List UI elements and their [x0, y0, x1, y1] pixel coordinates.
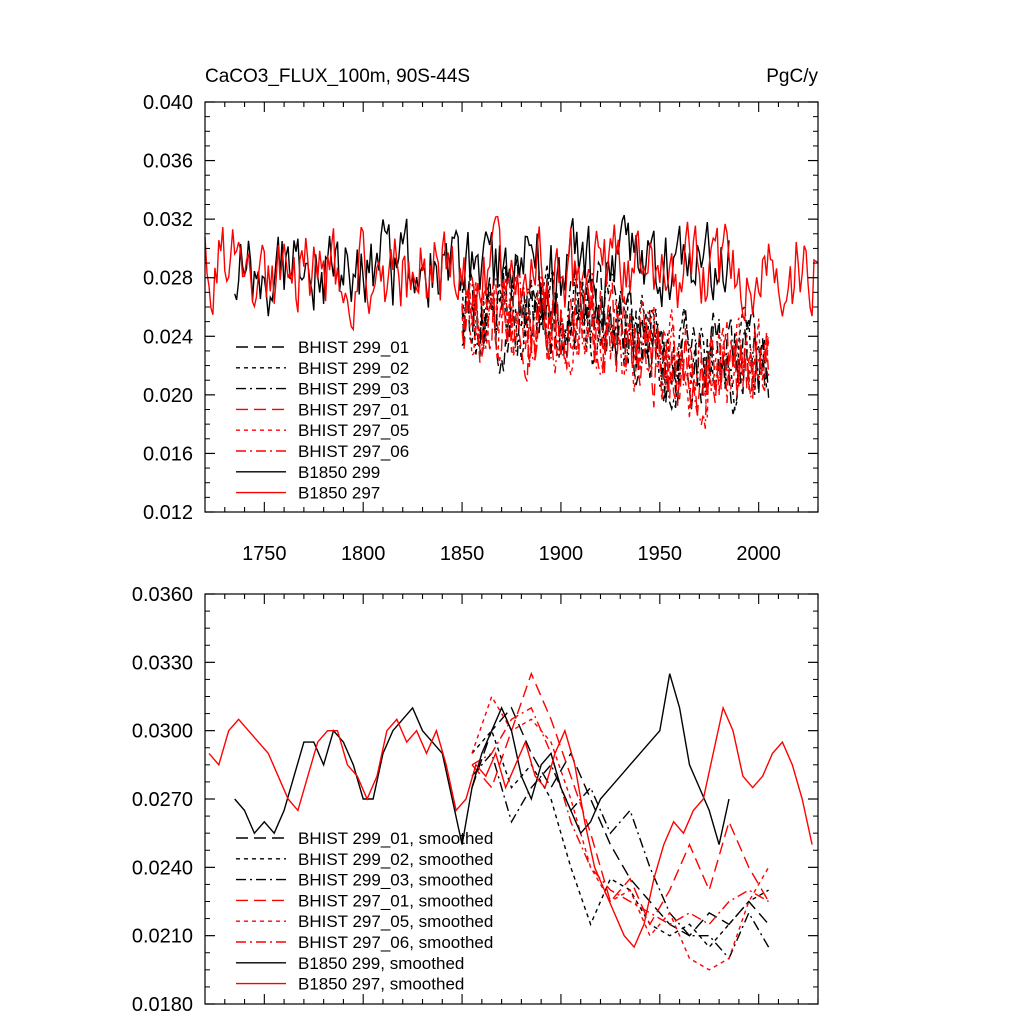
top-y-tick-label-4: 0.028 [143, 268, 193, 290]
top-axes: 0.012 0.016 0.020 0.024 0.028 0.032 0.036 0.040… [143, 92, 819, 565]
top-y-tick-label-1: 0.016 [143, 443, 193, 465]
bottom-series-group [208, 671, 813, 971]
top-x-tick-label-1900: 1900 [539, 543, 584, 565]
bottom-series-line-3 [471, 671, 770, 926]
bottom-legend: BHIST 299_01, smoothed BHIST 299_02, smoo… [236, 829, 493, 994]
bottom-y-tick-label-3: 0.0270 [132, 789, 193, 811]
top-y-tick-label-0: 0.012 [143, 502, 193, 524]
bottom-legend-label-0: BHIST 299_01, smoothed [298, 829, 493, 848]
top-x-tick-label-1800: 1800 [341, 543, 386, 565]
top-series-line-3 [461, 266, 770, 416]
top-y-tick-label-2: 0.020 [143, 385, 193, 407]
top-series-line-2 [461, 264, 770, 412]
bottom-y-tick-label-5: 0.0330 [132, 652, 193, 674]
top-x-tick-label-1950: 1950 [638, 543, 683, 565]
bottom-y-tick-label-2: 0.0240 [132, 857, 193, 879]
top-panel-units: PgC/y [766, 66, 818, 87]
bottom-series-line-0 [471, 706, 770, 937]
bottom-series-line-5 [471, 706, 769, 926]
top-y-tick-label-6: 0.036 [143, 151, 193, 173]
top-panel: CaCO3_FLUX_100m, 90S-44S PgC/y 0.0120.01… [143, 66, 819, 565]
top-y-tick-label-5: 0.032 [143, 209, 193, 231]
top-series-group [204, 214, 819, 429]
bottom-y-tick-label-6: 0.0360 [132, 584, 193, 606]
top-series-line-6 [234, 214, 730, 327]
top-x-tick-label-1750: 1750 [242, 543, 287, 565]
top-series-line-7 [204, 215, 819, 332]
bottom-panel: 0.0180 0.0210 0.0240 0.0270 0.0300 0.0330 0.03… [132, 584, 819, 1016]
bottom-legend-label-1: BHIST 299_02, smoothed [298, 850, 493, 869]
bottom-y-tick-label-1: 0.0210 [132, 926, 193, 948]
bottom-legend-label-3: BHIST 297_01, smoothed [298, 891, 493, 910]
top-legend-label-3: BHIST 297_01 [298, 400, 409, 419]
top-panel-title: CaCO3_FLUX_100m, 90S-44S [205, 66, 470, 87]
bottom-series-line-6 [234, 673, 730, 845]
bottom-legend-label-5: BHIST 297_06, smoothed [298, 933, 493, 952]
bottom-legend-label-7: B1850 297, smoothed [298, 975, 464, 994]
bottom-series-line-7 [208, 705, 813, 949]
bottom-legend-label-2: BHIST 299_03, smoothed [298, 871, 493, 890]
bottom-axes: 0.0180 0.0210 0.0240 0.0270 0.0300 0.0330 0.03… [132, 584, 819, 1016]
top-series-line-4 [461, 273, 770, 419]
top-legend-label-1: BHIST 299_02 [298, 359, 409, 378]
top-x-tick-label-2000: 2000 [736, 543, 781, 565]
top-legend-label-6: B1850 299 [298, 463, 380, 482]
top-legend-label-7: B1850 297 [298, 484, 380, 503]
bottom-y-tick-label-4: 0.0300 [132, 721, 193, 743]
top-series-line-5 [461, 265, 770, 429]
top-y-tick-label-3: 0.024 [143, 326, 193, 348]
top-legend-label-4: BHIST 297_05 [298, 421, 409, 440]
bottom-legend-label-6: B1850 299, smoothed [298, 954, 464, 973]
bottom-series-line-2 [471, 751, 770, 960]
top-legend-label-0: BHIST 299_01 [298, 338, 409, 357]
top-x-tick-label-1850: 1850 [440, 543, 485, 565]
bottom-y-tick-label-0: 0.0180 [132, 994, 193, 1016]
top-legend-label-2: BHIST 299_03 [298, 380, 409, 399]
bottom-legend-label-4: BHIST 297_05, smoothed [298, 912, 493, 931]
top-y-tick-label-7: 0.040 [143, 92, 193, 114]
top-legend-label-5: BHIST 297_06 [298, 442, 409, 461]
